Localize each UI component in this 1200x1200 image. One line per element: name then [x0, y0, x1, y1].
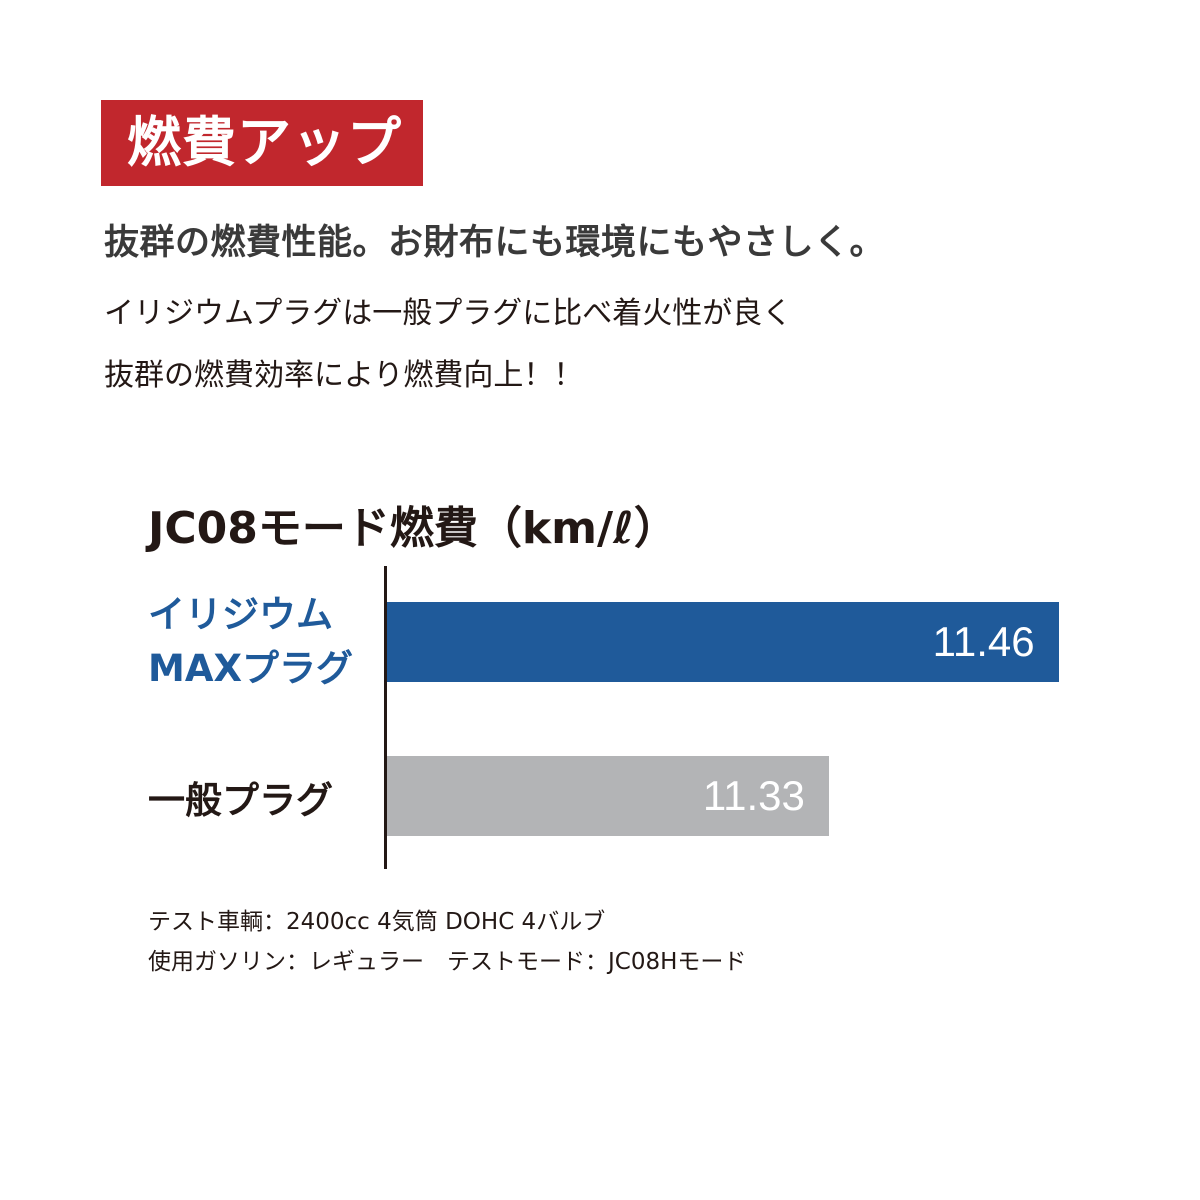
- value-label-normal: 11.33: [702, 772, 805, 819]
- chart-title: JC08モード燃費（km/ℓ）: [148, 503, 678, 554]
- headline: 抜群の燃費性能。お財布にも環境にもやさしく。: [104, 223, 886, 263]
- note-test-vehicle: テスト車輌：2400cc 4気筒 DOHC 4バルブ: [148, 909, 606, 935]
- body-line-1: イリジウムプラグは一般プラグに比べ着火性が良く: [104, 296, 793, 331]
- value-label-iridium: 11.46: [932, 618, 1035, 665]
- category-label-line: イリジウム: [148, 593, 333, 636]
- bar-normal: 11.33: [387, 756, 829, 836]
- note-test-conditions: 使用ガソリン：レギュラー テストモード：JC08Hモード: [148, 949, 747, 975]
- bar-iridium: 11.46: [387, 602, 1059, 682]
- title-badge: 燃費アップ: [101, 100, 423, 186]
- chart-axis: [384, 566, 387, 869]
- category-label-iridium: イリジウム MAXプラグ: [148, 588, 353, 696]
- category-label-normal: 一般プラグ: [148, 779, 333, 822]
- body-line-2: 抜群の燃費効率により燃費向上！！: [104, 358, 584, 393]
- category-label-line: MAXプラグ: [148, 647, 353, 690]
